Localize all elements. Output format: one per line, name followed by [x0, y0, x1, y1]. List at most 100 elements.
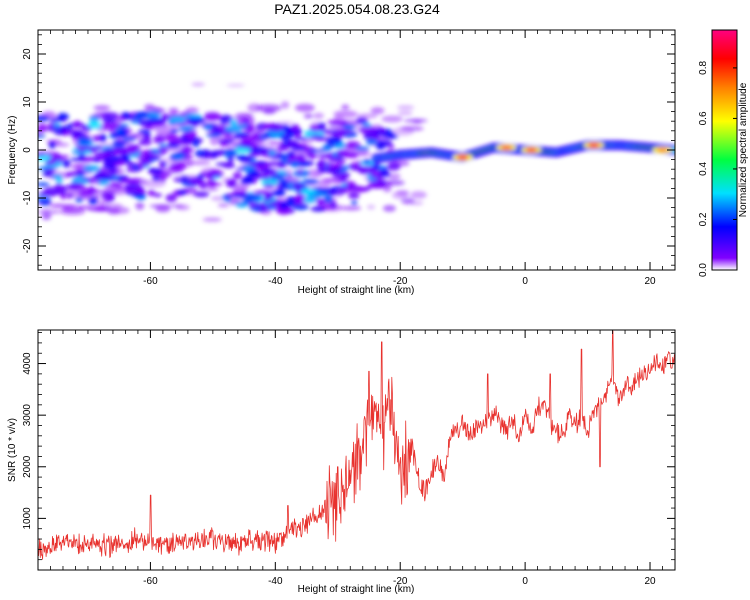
spectrogram-cell: [169, 162, 187, 172]
y-tick-label: -20: [22, 238, 33, 253]
spectrogram-peak-core: [525, 148, 538, 152]
spectrogram-cell: [255, 190, 270, 195]
spectrogram-cell: [211, 150, 218, 159]
spectrogram-cell: [342, 124, 356, 130]
spectrogram-cell: [159, 175, 167, 183]
spectrogram-xlabel: Height of straight line (km): [298, 285, 415, 296]
spectrogram-cell: [102, 164, 117, 170]
spectrogram-cell: [75, 197, 84, 203]
spectrogram-cell: [66, 192, 74, 199]
spectrogram-cell: [178, 125, 196, 131]
spectrogram-cell: [48, 203, 65, 209]
spectrogram-cell: [121, 178, 138, 184]
colorbar-ticks: 0.0 0.2 0.4 0.6 0.8: [698, 61, 737, 277]
colorbar-tick-label: 0.0: [698, 263, 709, 277]
spectrogram-cell: [132, 192, 147, 198]
colorbar-tick-label: 0.4: [698, 162, 709, 176]
spectrogram-cell: [88, 117, 100, 123]
spectrogram-cell: [341, 205, 362, 211]
spectrogram-cell: [210, 195, 226, 202]
spectrogram-cell: [205, 187, 219, 191]
spectrogram-cell: [350, 166, 368, 171]
spectrogram-cell: [375, 142, 386, 150]
spectrogram-peak-core: [587, 143, 600, 148]
spectrogram-cell: [301, 178, 319, 185]
spectrogram-cell: [226, 83, 245, 88]
spectrogram-cell: [211, 171, 222, 177]
spectrogram-cell: [147, 111, 161, 119]
spectrogram-cell: [108, 167, 119, 175]
spectrogram-cell: [205, 133, 220, 138]
spectrogram-cell: [109, 206, 130, 215]
spectrogram-cell: [363, 159, 371, 164]
colorbar: 0.0 0.2 0.4 0.6 0.8 Normalized spectral ampl…: [698, 29, 749, 277]
spectrogram-peak-core: [456, 155, 469, 160]
spectrogram-cell: [183, 131, 197, 139]
spectrogram-cell: [62, 159, 71, 168]
spectrogram-cell: [144, 104, 156, 111]
spectrogram-cell: [321, 144, 332, 152]
spectrogram-cell: [191, 82, 205, 87]
spectrogram-cell: [205, 125, 212, 131]
y-tick-label: 10: [22, 96, 33, 108]
spectrogram-cell: [176, 189, 188, 196]
spectrogram-cell: [202, 217, 222, 222]
spectrogram-cell: [219, 142, 229, 147]
spectrogram-cell: [340, 187, 351, 192]
spectrogram-cell: [235, 154, 248, 161]
spectrogram-cell: [80, 177, 93, 182]
spectrogram-cell: [325, 167, 341, 174]
spectrogram-panel: -60 -40 -20 0 20 -20 -10 0 10 20 Height of straig…: [7, 29, 676, 296]
spectrogram-cell: [258, 150, 268, 156]
spectrogram-cell: [361, 123, 372, 127]
spectrogram-cell: [88, 206, 112, 211]
spectrogram-cell: [235, 112, 254, 117]
spectrogram-cell: [380, 179, 405, 186]
spectrogram-cell: [322, 205, 331, 209]
spectrogram-cell: [366, 204, 376, 210]
spectrogram-cell: [79, 185, 87, 190]
spectrogram-cell: [246, 169, 260, 177]
spectrogram-cell: [206, 179, 217, 188]
spectrogram-cell: [155, 205, 171, 213]
spectrogram-cell: [233, 147, 251, 153]
spectrogram-cell: [151, 173, 162, 182]
spectrogram-cell: [292, 182, 305, 192]
spectrogram-cell: [260, 169, 275, 173]
colorbar-tick-label: 0.2: [698, 212, 709, 226]
spectrogram-cell: [97, 180, 110, 186]
spectrogram-cell: [355, 146, 370, 151]
spectrogram-cell: [386, 134, 399, 139]
spectrogram-cell: [150, 168, 162, 173]
spectrogram-cell: [328, 156, 342, 162]
colorbar-gradient: [711, 29, 738, 271]
spectrogram-cell: [323, 194, 333, 203]
spectrogram-cell: [370, 106, 385, 115]
x-tick-label: -60: [143, 276, 158, 287]
spectrogram-cell: [293, 203, 310, 211]
spectrogram-cell: [381, 115, 403, 123]
spectrogram-cell: [319, 162, 326, 170]
x-tick-label: 20: [644, 576, 656, 587]
spectrogram-cell: [378, 171, 391, 178]
spectrogram-cell: [276, 121, 295, 125]
spectrogram-cell: [286, 200, 296, 207]
spectrogram-cell: [138, 138, 152, 146]
spectrogram-cell: [38, 115, 50, 122]
spectrogram-cell: [56, 177, 63, 183]
spectrogram-cell: [355, 186, 369, 192]
spectrogram-cell: [308, 154, 316, 160]
spectrogram-cell: [290, 160, 300, 168]
y-tick-label: 2000: [22, 455, 33, 478]
spectrogram-cell: [356, 113, 378, 119]
y-tick-label: 0: [22, 147, 33, 153]
spectrogram-cell: [400, 126, 424, 132]
spectrogram-cell: [102, 158, 116, 166]
spectrogram-cell: [158, 143, 169, 148]
spectrogram-cell: [142, 132, 151, 141]
spectrogram-cell: [382, 204, 396, 212]
spectrogram-cell: [135, 201, 145, 211]
spectrogram-peak-core: [656, 148, 669, 152]
spectrogram-cell: [125, 168, 141, 173]
spectrogram-cell: [41, 208, 52, 213]
